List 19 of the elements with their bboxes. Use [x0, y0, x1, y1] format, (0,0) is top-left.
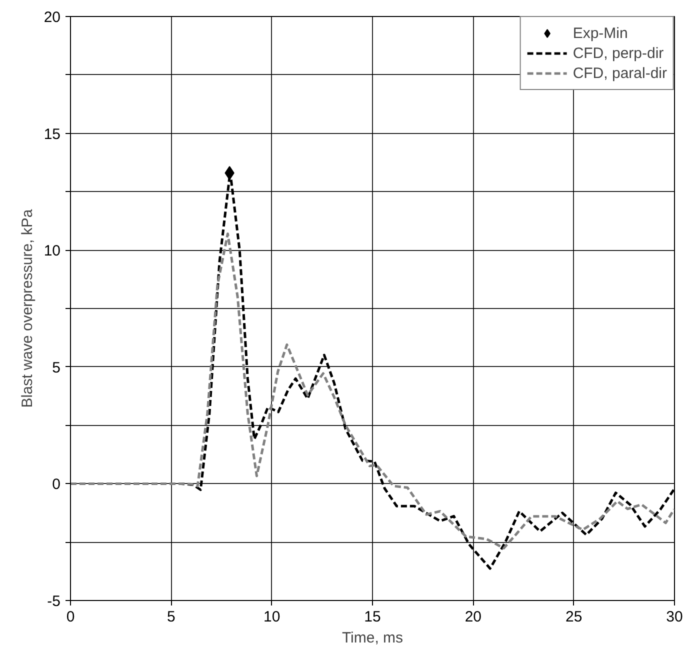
x-tick-label: 5 — [166, 608, 176, 626]
x-tick-label: 0 — [66, 608, 75, 626]
x-tick-label: 15 — [364, 608, 381, 626]
x-axis-title: Time, ms — [342, 630, 404, 646]
y-axis-title: Blast wave overpressure, kPa — [18, 208, 36, 408]
line-series — [70, 232, 674, 550]
x-tick-label: 10 — [263, 608, 280, 626]
legend-label: CFD, perp-dir — [572, 44, 664, 62]
y-tick-label: -5 — [47, 593, 61, 610]
y-tick-label: 15 — [44, 126, 61, 143]
legend-label: CFD, paral-dir — [572, 64, 667, 82]
legend-label: Exp-Min — [572, 24, 628, 42]
x-tick-label: 20 — [464, 608, 482, 626]
x-tick-label: 25 — [565, 608, 582, 626]
y-tick-label: 10 — [44, 242, 61, 260]
y-tick-label: 5 — [52, 359, 60, 376]
y-tick-label: 20 — [44, 9, 61, 26]
y-tick-label: 0 — [52, 476, 60, 494]
x-tick-label: 30 — [666, 608, 683, 626]
